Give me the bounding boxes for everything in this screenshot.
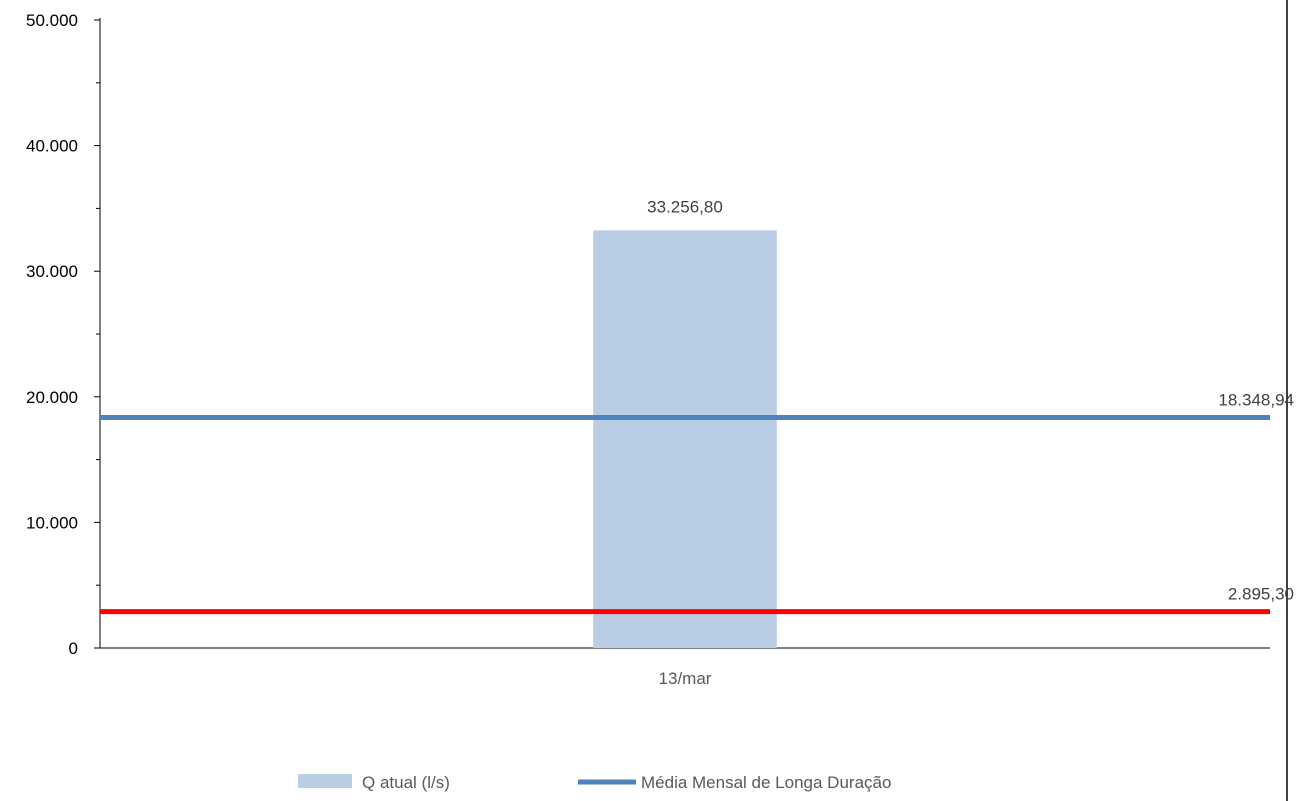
x-tick-label: 13/mar <box>659 669 712 688</box>
plot-area: 0 10.000 20.000 30.000 40.000 50.000 13/mar 33.… <box>26 11 1294 688</box>
line-data-label: 18.348,94 <box>1218 391 1294 410</box>
legend: Q atual (l/s) Média Mensal de Longa Duraç… <box>298 773 891 792</box>
y-tick-label: 50.000 <box>26 11 78 30</box>
line-data-label: 2.895,30 <box>1228 585 1294 604</box>
y-tick-label: 40.000 <box>26 137 78 156</box>
bar-data-label: 33.256,80 <box>647 197 723 216</box>
y-tick-label: 0 <box>69 639 78 658</box>
legend-label: Q atual (l/s) <box>362 773 450 792</box>
y-tick-label: 30.000 <box>26 262 78 281</box>
y-tick-label: 10.000 <box>26 513 78 532</box>
bar <box>593 230 777 648</box>
legend-swatch-bar <box>298 774 352 788</box>
legend-label: Média Mensal de Longa Duração <box>641 773 891 792</box>
y-tick-label: 20.000 <box>26 388 78 407</box>
